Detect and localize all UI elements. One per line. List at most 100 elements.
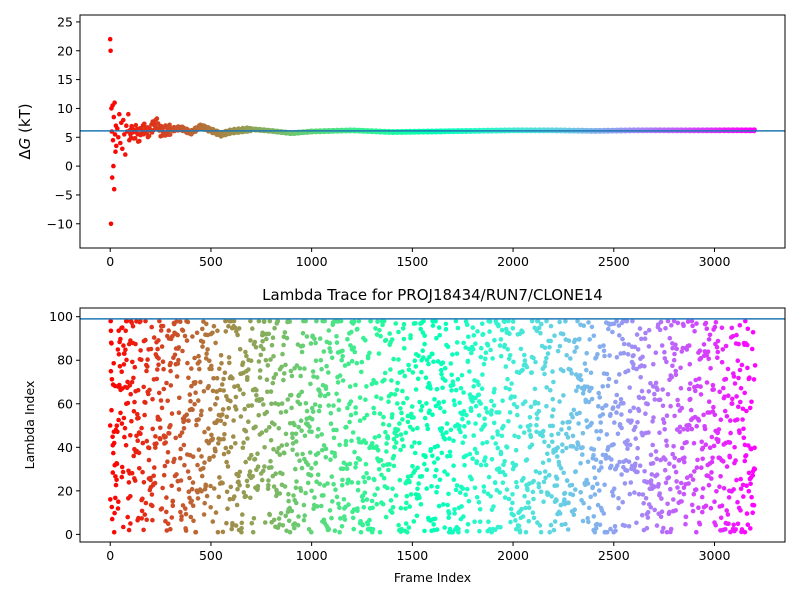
lambda-point bbox=[329, 515, 334, 521]
lambda-point bbox=[309, 405, 315, 411]
lambda-point bbox=[293, 466, 298, 472]
lambda-point bbox=[570, 444, 576, 449]
lambda-point bbox=[245, 483, 250, 489]
lambda-point bbox=[115, 429, 120, 435]
lambda-point bbox=[543, 475, 548, 481]
lambda-point bbox=[193, 380, 198, 385]
lambda-point bbox=[394, 387, 400, 393]
lambda-point bbox=[364, 412, 370, 418]
lambda-point bbox=[540, 460, 546, 466]
lambda-point bbox=[507, 410, 513, 415]
lambda-point bbox=[636, 408, 642, 414]
lambda-point bbox=[451, 438, 456, 444]
lambda-point bbox=[239, 526, 244, 531]
lambda-point bbox=[529, 442, 535, 448]
lambda-point bbox=[141, 527, 146, 533]
lambda-point bbox=[591, 514, 597, 519]
lambda-point bbox=[491, 420, 497, 426]
lambda-point bbox=[155, 346, 160, 352]
y-tick-label: 5 bbox=[65, 130, 73, 145]
lambda-point bbox=[195, 496, 201, 501]
lambda-point bbox=[389, 378, 394, 383]
lambda-point bbox=[358, 529, 364, 535]
delta-g-point bbox=[112, 132, 118, 137]
lambda-point bbox=[136, 450, 142, 456]
lambda-point bbox=[248, 318, 253, 324]
lambda-point bbox=[364, 384, 369, 389]
delta-g-point bbox=[124, 123, 129, 128]
lambda-point bbox=[476, 392, 482, 398]
lambda-point bbox=[685, 319, 691, 324]
lambda-point bbox=[317, 336, 323, 341]
lambda-point bbox=[510, 326, 516, 331]
lambda-point bbox=[283, 431, 289, 437]
lambda-point bbox=[199, 488, 204, 494]
lambda-point bbox=[363, 461, 369, 467]
lambda-point bbox=[649, 472, 655, 477]
lambda-point bbox=[226, 355, 232, 360]
lambda-point bbox=[183, 506, 188, 511]
lambda-point bbox=[313, 340, 318, 346]
lambda-point bbox=[386, 422, 392, 428]
lambda-point bbox=[737, 367, 743, 373]
lambda-point bbox=[645, 510, 651, 515]
lambda-point bbox=[342, 363, 348, 368]
lambda-point bbox=[298, 373, 304, 379]
lambda-point bbox=[420, 348, 426, 354]
lambda-point bbox=[373, 380, 379, 386]
lambda-point bbox=[333, 487, 338, 493]
lambda-point bbox=[469, 350, 474, 356]
lambda-point bbox=[536, 481, 541, 487]
lambda-point bbox=[297, 366, 303, 371]
lambda-point bbox=[198, 379, 203, 385]
lambda-point bbox=[262, 520, 268, 525]
lambda-point bbox=[723, 527, 728, 532]
lambda-point bbox=[388, 508, 393, 513]
lambda-point bbox=[646, 430, 651, 435]
lambda-point bbox=[249, 520, 255, 526]
lambda-point bbox=[648, 505, 654, 510]
lambda-point bbox=[679, 405, 685, 411]
lambda-point bbox=[151, 473, 156, 479]
lambda-point bbox=[176, 487, 182, 492]
lambda-point bbox=[507, 353, 513, 358]
lambda-point bbox=[224, 489, 230, 495]
lambda-point bbox=[692, 469, 697, 474]
lambda-point bbox=[282, 371, 287, 376]
lambda-point bbox=[577, 410, 582, 416]
lambda-point bbox=[281, 342, 286, 348]
lambda-point bbox=[483, 356, 488, 362]
lambda-point bbox=[448, 361, 454, 366]
lambda-point bbox=[232, 325, 238, 331]
x-tick-label: 0 bbox=[106, 254, 114, 269]
lambda-point bbox=[226, 324, 231, 329]
lambda-point bbox=[744, 483, 749, 489]
lambda-point bbox=[151, 335, 157, 340]
lambda-point bbox=[204, 493, 210, 499]
lambda-point bbox=[634, 332, 640, 337]
lambda-point bbox=[618, 397, 624, 402]
lambda-point bbox=[175, 332, 180, 338]
x-tick-label: 1500 bbox=[396, 254, 428, 269]
lambda-point bbox=[483, 405, 489, 411]
lambda-point bbox=[432, 397, 437, 402]
lambda-point bbox=[233, 407, 239, 412]
lambda-point bbox=[477, 519, 483, 524]
lambda-point bbox=[180, 328, 186, 333]
lambda-point bbox=[139, 516, 144, 521]
lambda-point bbox=[473, 421, 478, 426]
lambda-point bbox=[589, 420, 594, 426]
lambda-point bbox=[185, 469, 191, 474]
delta-g-point bbox=[167, 132, 173, 137]
lambda-point bbox=[263, 357, 269, 363]
lambda-point bbox=[160, 359, 166, 365]
lambda-point bbox=[435, 484, 440, 490]
lambda-point bbox=[234, 329, 239, 334]
lambda-point bbox=[366, 475, 372, 481]
lambda-point bbox=[711, 387, 716, 392]
lambda-point bbox=[613, 528, 618, 534]
lambda-point bbox=[303, 401, 309, 406]
lambda-point bbox=[166, 328, 171, 333]
delta-g-x-ticks: 0 500 1000 1500 2000 2500 3000 bbox=[106, 248, 730, 269]
lambda-point bbox=[631, 405, 636, 411]
